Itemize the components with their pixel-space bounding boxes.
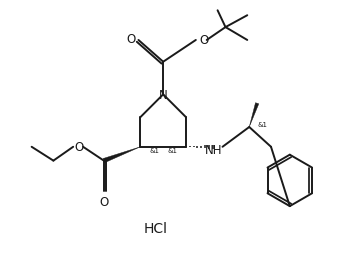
Text: O: O — [126, 33, 135, 46]
Text: NH: NH — [205, 144, 222, 157]
Text: &1: &1 — [167, 147, 177, 153]
Polygon shape — [249, 103, 259, 128]
Text: N: N — [159, 88, 167, 101]
Text: O: O — [99, 195, 108, 208]
Polygon shape — [103, 147, 140, 163]
Text: &1: &1 — [149, 147, 159, 153]
Text: O: O — [199, 34, 208, 47]
Text: &1: &1 — [257, 122, 267, 128]
Text: O: O — [75, 141, 84, 154]
Text: HCl: HCl — [143, 221, 167, 235]
